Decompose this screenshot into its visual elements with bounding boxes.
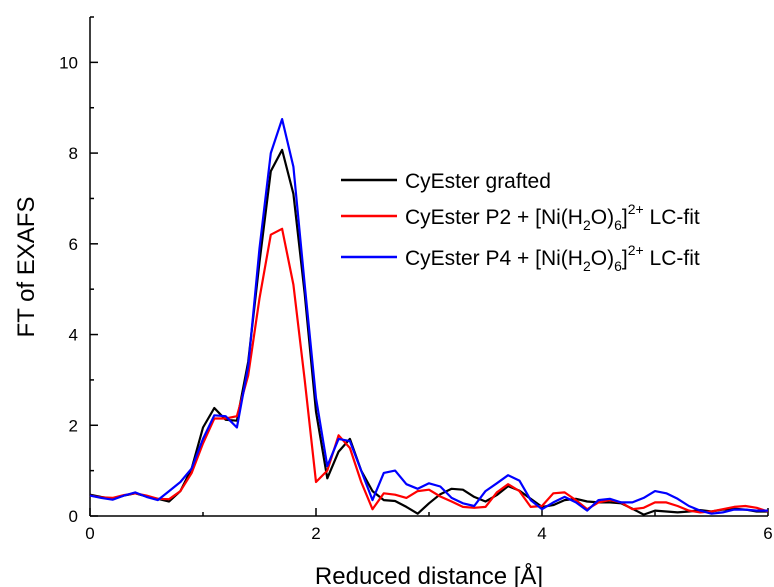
series-line-2 xyxy=(89,227,769,514)
series-line-1 xyxy=(89,148,768,516)
plot-area xyxy=(89,118,769,516)
y-tick-label: 4 xyxy=(69,326,78,345)
legend: CyEster grafted CyEster P2 + [Ni(H2O)6]2… xyxy=(341,170,700,274)
x-tick-label: 4 xyxy=(537,524,546,543)
x-axis-title: Reduced distance [Å] xyxy=(315,562,543,587)
legend-label-p2: CyEster P2 + [Ni(H2O)6]2+ LC-fit xyxy=(405,201,700,233)
y-tick-label: 8 xyxy=(69,144,78,163)
legend-label-grafted: CyEster grafted xyxy=(405,170,551,193)
y-tick-label: 2 xyxy=(69,416,78,435)
x-tick-label: 0 xyxy=(85,524,94,543)
legend-label-p4: CyEster P4 + [Ni(H2O)6]2+ LC-fit xyxy=(405,242,700,274)
series-line-3 xyxy=(89,118,768,515)
x-tick-label: 6 xyxy=(763,524,772,543)
y-tick-label: 6 xyxy=(69,235,78,254)
axes-group: 0 2 4 6 0 2 4 6 8 10 xyxy=(59,16,773,543)
y-tick-label: 0 xyxy=(69,507,78,526)
y-axis-title: FT of EXAFS xyxy=(13,197,40,338)
x-tick-label: 2 xyxy=(311,524,320,543)
y-tick-label: 10 xyxy=(59,53,78,72)
